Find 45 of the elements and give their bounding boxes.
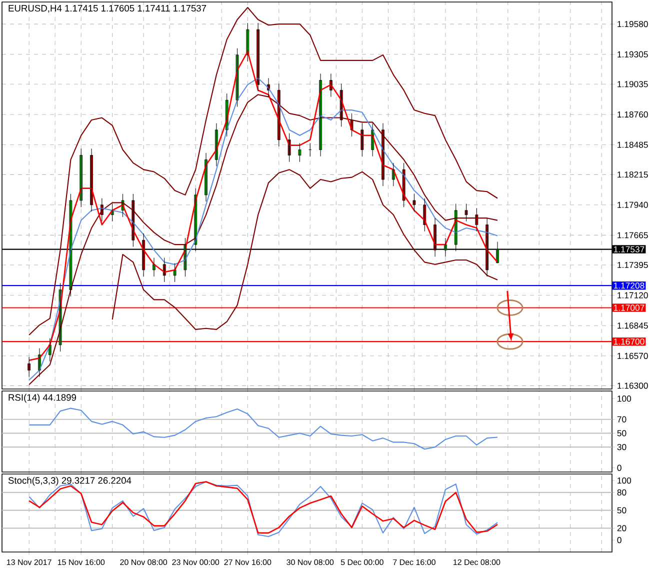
chart-title: EURUSD,H4 1.17415 1.17605 1.17411 1.17537 xyxy=(8,4,206,13)
x-tick-label: 23 Nov 00:00 xyxy=(172,559,220,566)
x-tick-label: 30 Nov 08:00 xyxy=(286,559,334,566)
y-tick-label: 100 xyxy=(618,477,632,484)
y-tick-label: 100 xyxy=(618,396,632,402)
candlestick xyxy=(236,48,239,108)
y-tick-label: 70 xyxy=(617,416,626,422)
candlestick xyxy=(412,194,416,212)
y-tick-label: 1.17940 xyxy=(618,202,648,208)
y-tick-label: 0 xyxy=(617,464,622,471)
y-tick-label: 1.18215 xyxy=(618,171,648,178)
x-tick-label: 13 Nov 2017 xyxy=(6,559,52,566)
x-tick-label: 15 Nov 16:00 xyxy=(58,559,105,566)
x-tick-label: 20 Nov 08:00 xyxy=(120,559,168,566)
y-tick-label: 1.16845 xyxy=(618,322,648,329)
y-tick-label: 1.18485 xyxy=(618,142,648,148)
x-tick-label: 27 Nov 16:00 xyxy=(224,559,272,566)
chart-title: RSI(14) 44.1899 xyxy=(8,394,76,403)
x-tick-label: 5 Dec 00:00 xyxy=(340,559,384,566)
y-tick-label: 1.19035 xyxy=(618,81,648,88)
x-tick-label: 12 Dec 08:00 xyxy=(453,559,500,566)
y-tick-label: 1.19305 xyxy=(618,51,648,58)
ref-line-label: 1.17208 xyxy=(614,282,644,289)
candlestick xyxy=(464,203,468,222)
y-tick-label: 0 xyxy=(617,537,622,544)
y-tick-label: 1.16570 xyxy=(618,352,648,359)
candlestick xyxy=(298,142,302,162)
y-tick-label: 80 xyxy=(617,489,626,496)
y-tick-label: 1.17665 xyxy=(618,232,648,238)
candlestick xyxy=(173,263,176,282)
line-series xyxy=(112,169,498,330)
y-tick-label: 1.19580 xyxy=(618,20,648,28)
y-tick-label: 50 xyxy=(617,507,626,514)
x-tick-label: 7 Dec 16:00 xyxy=(393,559,436,566)
ref-line-label: 1.17537 xyxy=(614,246,644,252)
ref-line-label: 1.17007 xyxy=(614,304,644,311)
y-tick-label: 1.18760 xyxy=(618,111,648,118)
y-tick-label: 1.16300 xyxy=(618,382,648,389)
chart-title: Stoch(5,3,3) 29.3217 26.2204 xyxy=(8,476,132,486)
y-tick-label: 20 xyxy=(617,525,626,532)
ref-line-label: 1.16700 xyxy=(614,338,644,345)
y-tick-label: 50 xyxy=(617,430,626,436)
y-tick-label: 30 xyxy=(617,444,626,450)
y-tick-label: 1.17395 xyxy=(618,262,648,268)
y-tick-label: 1.17120 xyxy=(618,292,648,298)
